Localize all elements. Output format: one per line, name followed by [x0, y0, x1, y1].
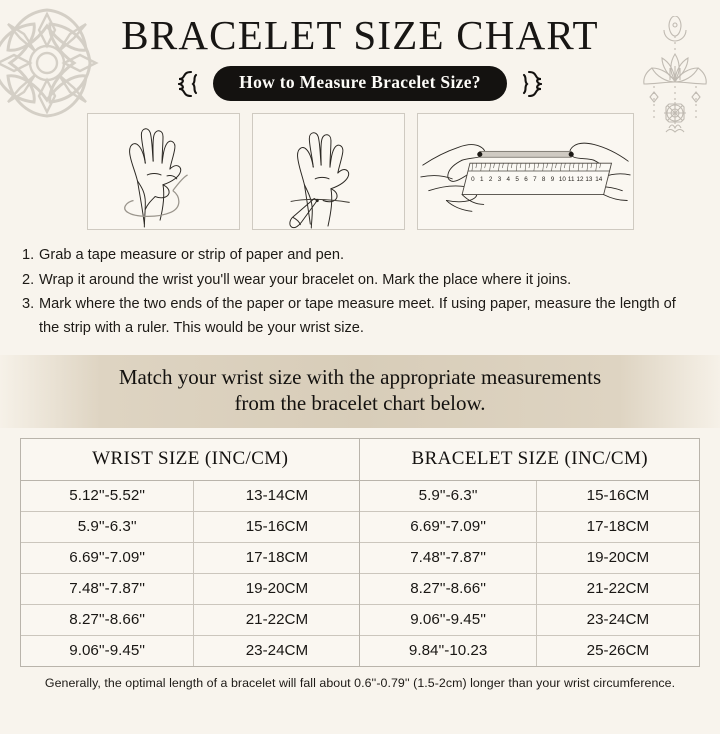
table-row: 7.48''-7.87'' 19-20CM 8.27''-8.66'' 21-2…: [21, 573, 699, 605]
step-item: 2. Wrap it around the wrist you'll wear …: [22, 269, 698, 293]
cell-wrist-inch: 7.48''-7.87'': [21, 573, 194, 605]
svg-text:9: 9: [550, 176, 554, 183]
table-row: 6.69''-7.09'' 17-18CM 7.48''-7.87'' 19-2…: [21, 542, 699, 574]
measurement-steps: 1. Grab a tape measure or strip of paper…: [22, 244, 698, 341]
cell-bracelet-inch: 9.84''-10.23: [359, 635, 537, 667]
cell-wrist-inch: 8.27''-8.66'': [21, 604, 194, 636]
cell-bracelet-cm: 19-20CM: [535, 542, 699, 574]
cell-wrist-inch: 5.12''-5.52'': [69, 487, 146, 505]
step-item: 3. Mark where the two ends of the paper …: [22, 293, 698, 340]
cell-bracelet-inch: 5.9''-6.3'': [359, 480, 537, 512]
table-row: 9.06''-9.45'' 23-24CM 9.84''-10.23 25-26…: [21, 635, 699, 667]
cell-wrist-cm: 19-20CM: [193, 573, 360, 605]
svg-text:11: 11: [567, 176, 574, 183]
footer-note: Generally, the optimal length of a brace…: [44, 676, 676, 691]
step-text: Wrap it around the wrist you'll wear you…: [39, 271, 572, 288]
header-wrist-size: WRIST SIZE (INC/CM): [21, 439, 360, 482]
svg-text:13: 13: [585, 176, 592, 183]
svg-text:7: 7: [533, 176, 537, 183]
svg-text:12: 12: [576, 176, 583, 183]
cell-bracelet-inch: 6.69''-7.09'': [359, 511, 537, 543]
svg-text:8: 8: [541, 176, 545, 183]
svg-text:10: 10: [558, 176, 565, 183]
how-to-measure-badge: How to Measure Bracelet Size?: [213, 66, 507, 102]
cell-wrist-cm: 23-24CM: [193, 635, 360, 667]
cell-wrist-cm: 13-14CM: [193, 480, 360, 512]
cell-wrist-inch: 9.06''-9.45'': [21, 635, 194, 667]
cell-bracelet-cm: 25-26CM: [535, 635, 699, 667]
cell-bracelet-cm: 23-24CM: [535, 604, 699, 636]
svg-text:2: 2: [488, 176, 492, 183]
table-body: 5.12''-5.52'' 13-14CM 5.9''-6.3'' 15-16C…: [21, 480, 699, 667]
cell-bracelet-inch: 7.48''-7.87'': [359, 542, 537, 574]
table-row: 8.27''-8.66'' 21-22CM 9.06''-9.45'' 23-2…: [21, 604, 699, 636]
cell-bracelet-cm: 15-16CM: [535, 480, 699, 512]
cell-bracelet-cm: 21-22CM: [535, 573, 699, 605]
table-row: 5.12''-5.52'' 13-14CM 5.9''-6.3'' 15-16C…: [21, 480, 699, 512]
svg-text:4: 4: [506, 176, 510, 183]
cell-wrist-cm: 21-22CM: [193, 604, 360, 636]
table-header-row: WRIST SIZE (INC/CM) BRACELET SIZE (INC/C…: [21, 439, 699, 482]
cell-bracelet-inch: 9.06''-9.45'': [359, 604, 537, 636]
banner-line-1: Match your wrist size with the appropria…: [118, 364, 602, 389]
step-text: Grab a tape measure or strip of paper an…: [39, 247, 345, 264]
banner-line-2: from the bracelet chart below.: [234, 391, 486, 416]
svg-text:6: 6: [524, 176, 528, 183]
cell-wrist-inch: 5.9''-6.3'': [21, 511, 194, 543]
flourish-left-icon: [178, 70, 198, 97]
size-chart-table: WRIST SIZE (INC/CM) BRACELET SIZE (INC/C…: [20, 438, 700, 668]
flourish-right-icon: [522, 70, 542, 97]
match-size-banner: Match your wrist size with the appropria…: [0, 354, 720, 429]
illustration-hand-marking-strip: [251, 113, 405, 231]
svg-text:14: 14: [595, 176, 602, 183]
table-row: 5.9''-6.3'' 15-16CM 6.69''-7.09'' 17-18C…: [21, 511, 699, 543]
subtitle-row: How to Measure Bracelet Size?: [0, 66, 720, 102]
cell-wrist-cm: 17-18CM: [193, 542, 360, 574]
cell-bracelet-inch: 8.27''-8.66'': [359, 573, 537, 605]
illustration-hand-with-tape-measure: [86, 113, 240, 231]
svg-text:3: 3: [497, 176, 501, 183]
step-item: 1. Grab a tape measure or strip of paper…: [22, 244, 698, 268]
page-title: BRACELET SIZE CHART: [121, 12, 599, 58]
cell-wrist-cm: 15-16CM: [193, 511, 360, 543]
step-number: 2.: [22, 271, 35, 288]
step-number: 3.: [22, 296, 35, 313]
header-bracelet-size: BRACELET SIZE (INC/CM): [359, 439, 699, 482]
cell-wrist-inch: 6.69''-7.09'': [21, 542, 194, 574]
cell-bracelet-cm: 17-18CM: [535, 511, 699, 543]
svg-text:5: 5: [515, 176, 519, 183]
svg-text:0: 0: [471, 176, 475, 183]
step-text: Mark where the two ends of the paper or …: [39, 296, 676, 336]
step-number: 1.: [22, 247, 35, 264]
svg-text:1: 1: [480, 176, 484, 183]
